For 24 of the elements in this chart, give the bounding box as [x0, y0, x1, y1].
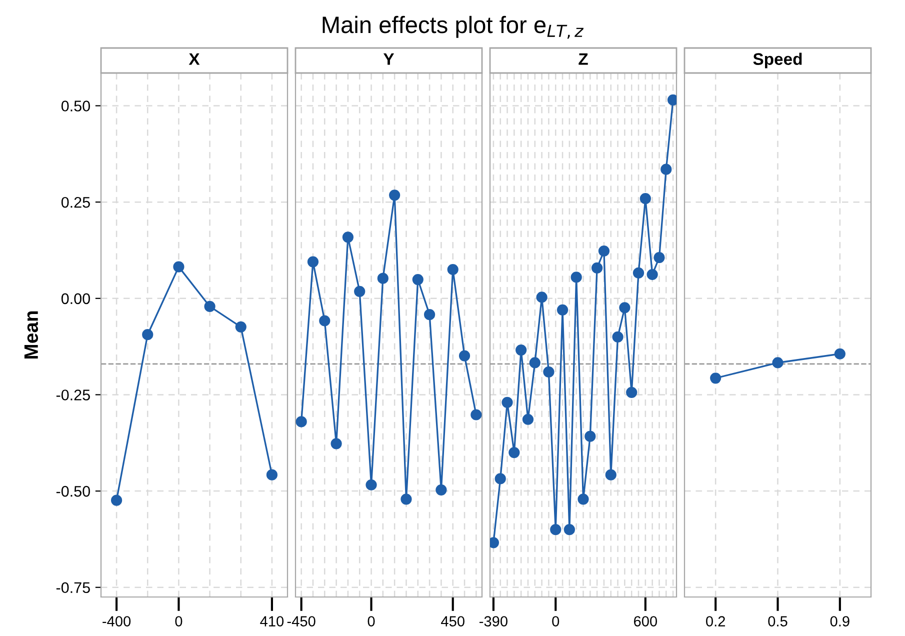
x-tick-label: -400: [102, 616, 131, 626]
y-tick-label: 0.25: [61, 196, 90, 208]
x-tick-label: 600: [634, 616, 658, 626]
x-tick-label: 450: [441, 616, 464, 626]
x-tick-label: 0.5: [768, 616, 788, 626]
y-tick-label: -0.25: [56, 390, 90, 400]
x-tick-label: -450: [287, 616, 316, 626]
y-axis-title: Mean: [24, 311, 38, 359]
y-tick-label: 0.50: [61, 100, 90, 112]
x-tick-label: 0.9: [830, 616, 850, 626]
x-tick-label: 0.2: [706, 616, 725, 626]
chart-subtitle: X: [188, 53, 200, 65]
x-tick-label: -390: [480, 616, 508, 626]
chart-subtitle: Z: [578, 53, 588, 65]
y-tick-label: 0.00: [61, 293, 90, 304]
text: Main effects plot for e$_{LT,z}$: [322, 16, 584, 39]
chart-subtitle: Y: [383, 53, 394, 65]
x-tick-label: 0: [552, 616, 560, 626]
x-tick-label: 410: [260, 616, 284, 626]
chart-subtitle: Speed: [753, 52, 802, 68]
x-tick-label: 0: [368, 616, 375, 626]
y-tick-label: -0.50: [56, 486, 90, 497]
y-tick-label: -0.75: [56, 582, 90, 594]
x-tick-label: 0: [175, 616, 182, 626]
